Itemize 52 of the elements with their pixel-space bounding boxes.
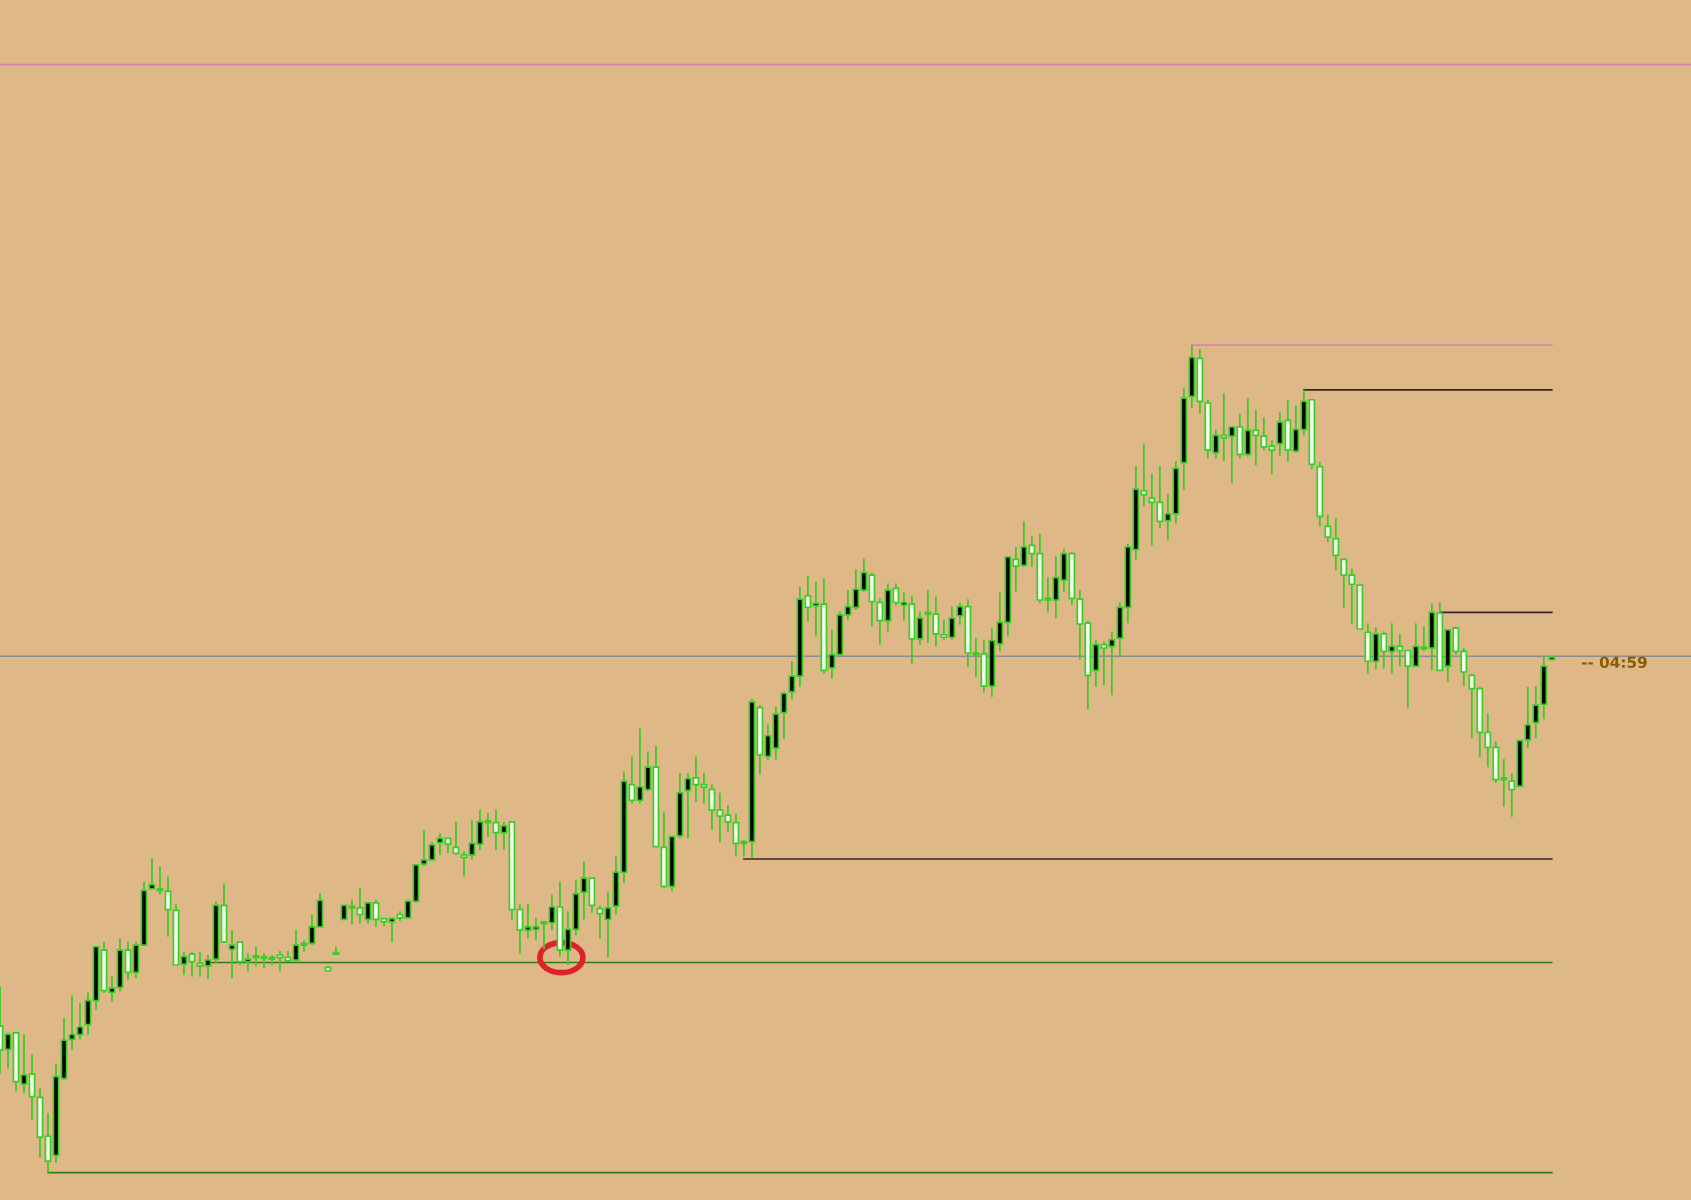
candlestick <box>548 893 556 932</box>
candlestick <box>812 580 820 638</box>
candlestick <box>204 954 212 980</box>
candlestick <box>356 887 364 925</box>
candlestick <box>148 857 156 891</box>
candlestick <box>228 929 236 980</box>
candlestick <box>1332 517 1340 572</box>
candlestick <box>252 945 260 968</box>
candlestick <box>108 975 116 1003</box>
candlestick <box>196 950 204 978</box>
text: -- 04:59 <box>1581 656 1647 669</box>
candlestick <box>540 921 548 951</box>
candlestick <box>460 850 468 878</box>
candlestick <box>420 829 428 868</box>
candlestick <box>388 916 396 944</box>
candlestick <box>180 950 188 976</box>
candlestick <box>692 755 700 803</box>
candlestick <box>828 628 836 680</box>
candlestick <box>876 597 884 646</box>
candlestick <box>276 949 284 973</box>
candlestick <box>804 575 812 623</box>
candlestick <box>580 860 588 921</box>
candlestick <box>76 1002 84 1041</box>
candlestick <box>724 804 732 833</box>
candlestick <box>20 1033 28 1095</box>
candlestick <box>524 902 532 940</box>
candlestick <box>156 865 164 896</box>
candlestick <box>860 557 868 593</box>
candlestick <box>476 808 484 851</box>
candlestick <box>740 839 748 858</box>
candlestick <box>468 819 476 861</box>
candlestick <box>604 891 612 959</box>
candlestick <box>716 791 724 844</box>
candlestick <box>852 568 860 611</box>
candlestick <box>636 727 644 805</box>
candlestick <box>1324 513 1332 543</box>
candlestick <box>164 875 172 938</box>
candlestick <box>244 952 252 973</box>
candlestick <box>500 820 508 851</box>
candlestick <box>788 660 796 701</box>
candlestick <box>428 840 436 861</box>
candlestick <box>644 750 652 793</box>
candlestick <box>28 1053 36 1121</box>
candlestick <box>684 772 692 840</box>
candlestick <box>292 928 300 962</box>
candlestick <box>124 940 132 981</box>
candlestick <box>844 589 852 621</box>
candlestick <box>188 950 196 978</box>
candlestick <box>532 916 540 942</box>
candlestick <box>700 772 708 805</box>
candlestick <box>348 898 356 926</box>
candlestick <box>484 811 492 838</box>
